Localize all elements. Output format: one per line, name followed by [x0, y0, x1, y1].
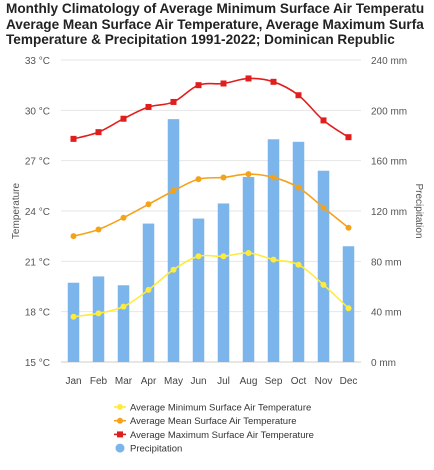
y-right-tick-label: 80 mm — [371, 257, 402, 268]
chart-title-line-1: Monthly Climatology of Average Minimum S… — [6, 1, 425, 16]
x-tick-label: Dec — [340, 376, 358, 387]
chart-title: Monthly Climatology of Average Minimum S… — [6, 1, 434, 48]
legend-marker — [117, 431, 123, 438]
legend-label: Average Minimum Surface Air Temperature — [130, 403, 311, 414]
chart-title-line-3: Temperature & Precipitation 1991-2022; D… — [6, 32, 395, 47]
y-left-axis-title: Temperature — [11, 182, 22, 239]
min-temp-point — [345, 305, 352, 312]
x-tick-label: Oct — [291, 376, 307, 387]
min-temp-point — [95, 310, 102, 317]
legend-label: Average Mean Surface Air Temperature — [130, 416, 297, 427]
x-tick-label: Jul — [217, 376, 230, 387]
precipitation-bar — [167, 119, 180, 363]
y-right-tick-label: 240 mm — [371, 56, 407, 67]
legend-label: Precipitation — [130, 444, 182, 455]
min-temp-point — [270, 256, 277, 263]
min-temp-point — [170, 266, 177, 273]
x-tick-label: Jun — [190, 376, 206, 387]
mean-temp-point — [95, 226, 102, 233]
max-temp-point — [345, 134, 352, 141]
legend-marker — [117, 417, 123, 424]
mean-temp-point — [120, 214, 127, 221]
x-tick-label: Jan — [65, 376, 81, 387]
max-temp-point — [195, 82, 202, 89]
x-tick-label: May — [164, 376, 183, 387]
min-temp-point — [220, 253, 227, 260]
mean-temp-point — [295, 184, 302, 191]
chart-title-line-2: Average Mean Surface Air Temperature, Av… — [6, 16, 424, 32]
max-temp-point — [170, 98, 177, 105]
y-right-axis-title: Precipitation — [413, 183, 424, 238]
min-temp-point — [145, 286, 152, 293]
y-right-tick-label: 40 mm — [371, 308, 402, 319]
precipitation-bar — [217, 203, 230, 362]
legend-marker — [117, 404, 123, 410]
y-right-tick-label: 200 mm — [371, 106, 407, 117]
legend-label: Average Maximum Surface Air Temperature — [130, 430, 314, 441]
min-temp-point — [245, 249, 252, 256]
x-tick-label: Apr — [141, 376, 157, 387]
x-tick-label: Mar — [115, 376, 133, 387]
x-tick-label: Sep — [265, 376, 283, 387]
y-left-tick-label: 27 °C — [25, 157, 50, 168]
mean-temp-point — [270, 174, 277, 181]
precipitation-bar — [242, 177, 255, 362]
y-right-tick-label: 160 mm — [371, 157, 407, 168]
mean-temp-point — [195, 176, 202, 183]
max-temp-point — [145, 103, 152, 110]
max-temp-point — [95, 129, 102, 136]
max-temp-point — [70, 135, 77, 142]
max-temp-point — [270, 78, 277, 85]
min-temp-point — [320, 281, 327, 288]
x-tick-label: Nov — [315, 376, 333, 387]
y-right-tick-label: 0 mm — [371, 358, 396, 369]
min-temp-point — [120, 303, 127, 310]
precipitation-bar — [292, 141, 305, 362]
precipitation-bar — [317, 170, 330, 362]
x-tick-label: Aug — [240, 376, 258, 387]
mean-temp-point — [70, 233, 77, 240]
precipitation-bar — [192, 218, 205, 362]
precipitation-bar — [342, 246, 355, 362]
mean-temp-point — [320, 204, 327, 211]
y-right-tick-label: 120 mm — [371, 207, 407, 218]
min-temp-point — [70, 313, 77, 320]
y-left-tick-label: 24 °C — [25, 207, 50, 218]
min-temp-point — [195, 253, 202, 260]
series-line — [73, 252, 350, 318]
series-line — [73, 77, 349, 140]
mean-temp-point — [345, 224, 352, 231]
precipitation-bar — [267, 139, 280, 362]
y-left-tick-label: 15 °C — [25, 358, 50, 369]
max-temp-point — [295, 92, 302, 99]
x-tick-label: Feb — [90, 376, 108, 387]
max-temp-point — [245, 75, 252, 82]
min-temp-point — [295, 261, 302, 268]
precipitation-bar — [92, 276, 105, 362]
max-temp-point — [220, 80, 227, 87]
y-left-tick-label: 18 °C — [25, 308, 50, 319]
mean-temp-point — [145, 201, 152, 208]
max-temp-point — [120, 115, 127, 122]
max-temp-point — [320, 117, 327, 124]
mean-temp-point — [245, 171, 252, 178]
y-left-tick-label: 33 °C — [25, 56, 50, 67]
legend-marker — [115, 443, 125, 453]
mean-temp-point — [220, 174, 227, 181]
mean-temp-point — [170, 187, 177, 194]
series-line — [73, 173, 350, 237]
precipitation-bar — [67, 282, 80, 362]
y-left-tick-label: 21 °C — [25, 257, 50, 268]
precipitation-bar — [117, 285, 130, 362]
y-left-tick-label: 30 °C — [25, 106, 50, 117]
